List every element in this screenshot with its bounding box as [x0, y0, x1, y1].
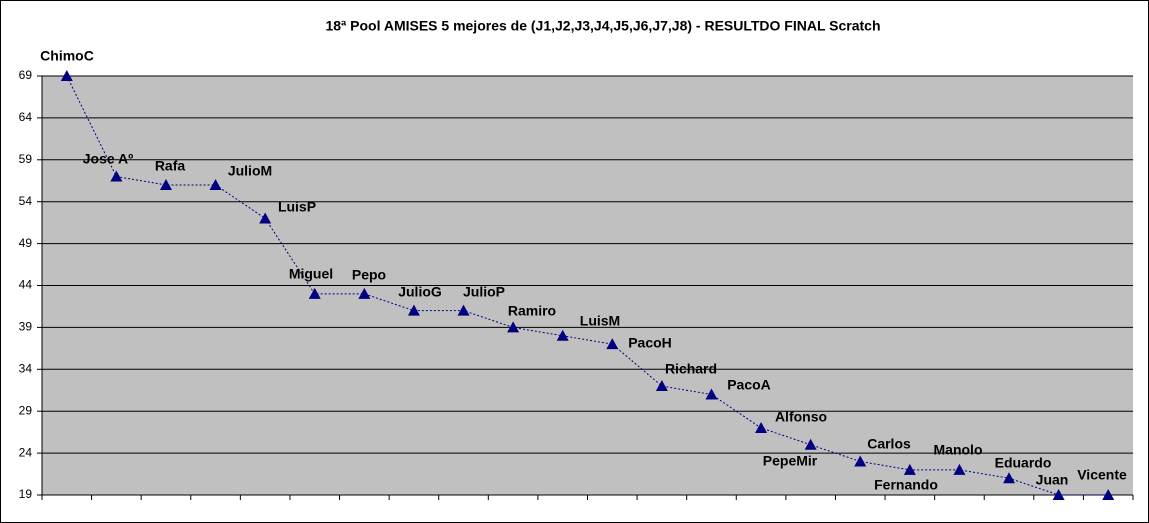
marker — [755, 421, 768, 433]
y-tick-label: 59 — [19, 152, 33, 166]
marker — [804, 438, 817, 450]
marker — [854, 455, 867, 467]
marker — [556, 329, 569, 341]
marker — [259, 212, 272, 224]
marker — [655, 380, 668, 392]
data-label: PacoA — [727, 377, 771, 393]
y-tick-label: 69 — [19, 68, 33, 82]
data-label: Carlos — [867, 436, 911, 452]
marker — [308, 287, 321, 299]
data-label: Ramiro — [508, 303, 556, 319]
data-label: PepeMir — [763, 453, 818, 469]
data-label: JulioP — [463, 284, 505, 300]
marker — [606, 338, 619, 350]
data-label: Fernando — [874, 477, 938, 493]
data-label: Rafa — [155, 158, 186, 174]
marker — [903, 463, 916, 475]
data-label: Vicente — [1077, 467, 1127, 483]
y-tick-label: 49 — [19, 236, 33, 250]
marker — [953, 463, 966, 475]
data-label: Pepo — [352, 267, 386, 283]
data-label: LuisM — [580, 313, 620, 329]
marker — [358, 287, 371, 299]
marker — [457, 304, 470, 316]
y-tick-label: 19 — [19, 487, 33, 501]
chart-title: 18ª Pool AMISES 5 mejores de (J1,J2,J3,J… — [325, 18, 880, 34]
y-tick-label: 64 — [19, 110, 33, 124]
marker — [407, 304, 420, 316]
y-tick-label: 44 — [19, 278, 33, 292]
y-tick-label: 24 — [19, 445, 33, 459]
marker — [1003, 472, 1016, 484]
marker — [60, 70, 73, 81]
marker — [209, 178, 222, 190]
y-tick-label: 34 — [19, 361, 33, 375]
data-label: JulioG — [398, 284, 442, 300]
y-tick-label: 29 — [19, 403, 33, 417]
marker — [110, 170, 123, 182]
data-label: ChimoC — [40, 48, 94, 64]
data-label: Juan — [1036, 472, 1069, 488]
y-tick-label: 39 — [19, 320, 33, 334]
data-label: Manolo — [934, 442, 983, 458]
marker — [1102, 489, 1115, 500]
data-label: Miguel — [289, 266, 333, 282]
y-tick-label: 54 — [19, 194, 33, 208]
series-line — [66, 75, 1109, 496]
data-label: LuisP — [278, 199, 316, 215]
data-label: Jose Aº — [83, 151, 134, 167]
marker — [705, 388, 718, 400]
data-label: Eduardo — [995, 455, 1052, 471]
marker — [159, 178, 172, 190]
data-label: JulioM — [228, 163, 272, 179]
data-label: Alfonso — [775, 409, 827, 425]
marker — [1052, 489, 1065, 500]
data-label: PacoH — [628, 335, 672, 351]
marker — [507, 321, 520, 333]
data-label: Richard — [665, 361, 717, 377]
